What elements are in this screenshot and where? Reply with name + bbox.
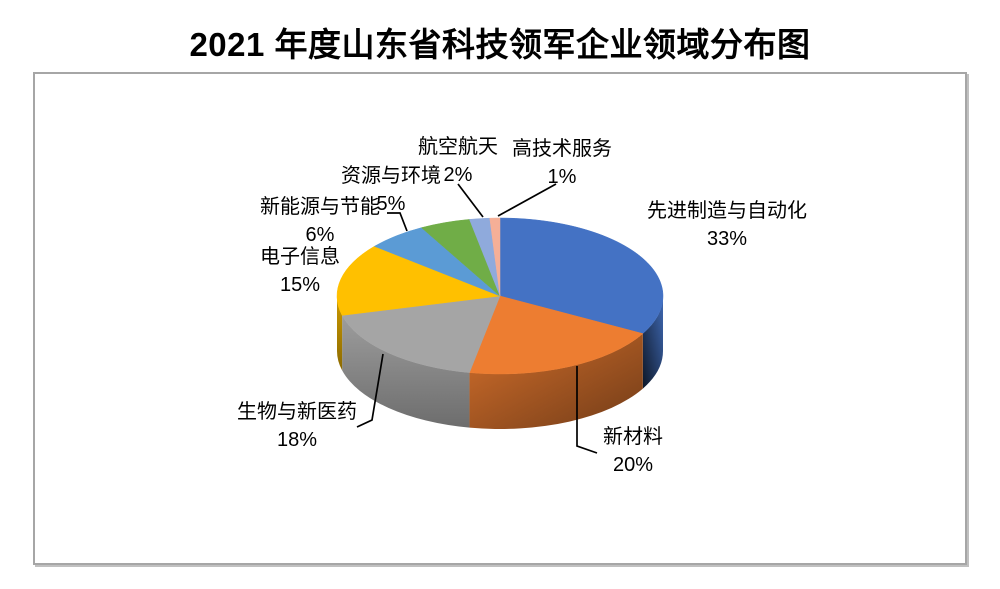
pie-label-resources-environment: 资源与环境 5% xyxy=(341,162,441,218)
pie-slice-side-3 xyxy=(337,296,343,371)
pie-label-new-energy-conservation: 新能源与节能 6% xyxy=(260,193,380,249)
pie-slice-top-0 xyxy=(499,217,664,334)
pie-label-percent: 5% xyxy=(376,193,406,215)
pie-sides xyxy=(337,296,663,430)
pie-label-electronic-information: 电子信息 15% xyxy=(260,243,340,299)
leader-line-2 xyxy=(387,212,408,232)
pie-label-high-tech-services: 高技术服务 1% xyxy=(512,135,612,191)
pie-label-percent: 20% xyxy=(612,454,654,476)
pie-slice-side-2 xyxy=(342,315,470,428)
pie-slice-top-7 xyxy=(489,217,501,297)
pie-label-percent: 33% xyxy=(706,228,748,250)
pie-label-text: 电子信息 xyxy=(260,246,340,268)
pie-slice-top-2 xyxy=(341,295,501,373)
pie-label-text: 先进制造与自动化 xyxy=(647,200,807,222)
pie-label-aerospace: 航空航天 2% xyxy=(418,133,498,189)
pie-slice-top-1 xyxy=(469,295,644,375)
leader-line-1 xyxy=(497,183,557,217)
pie-label-text: 高技术服务 xyxy=(512,138,612,160)
leader-line-3 xyxy=(576,366,598,454)
pie-label-advanced-manufacturing-automation: 先进制造与自动化 33% xyxy=(647,197,807,253)
pie-label-percent: 2% xyxy=(443,164,473,186)
pie-label-percent: 15% xyxy=(279,274,321,296)
pie-label-biotech-new-medicine: 生物与新医药 18% xyxy=(237,398,357,454)
pie-label-text: 生物与新医药 xyxy=(237,401,357,423)
pie-label-percent: 18% xyxy=(276,429,318,451)
chart-title: 2021 年度山东省科技领军企业领域分布图 xyxy=(189,26,811,63)
pie-label-text: 资源与环境 xyxy=(341,165,441,187)
pie-label-text: 新能源与节能 xyxy=(260,196,380,218)
pie-label-percent: 6% xyxy=(305,224,335,246)
pie-label-percent: 1% xyxy=(547,166,577,188)
pie-slice-side-1 xyxy=(469,333,643,430)
leader-line-4 xyxy=(356,353,384,428)
pie-label-new-materials: 新材料 20% xyxy=(603,423,663,479)
pie-label-text: 新材料 xyxy=(603,426,663,448)
leader-line-0 xyxy=(457,183,484,218)
pie-slice-side-0 xyxy=(642,296,663,389)
pie-leader-lines xyxy=(356,183,598,454)
pie-tops xyxy=(336,217,664,375)
pie-slice-top-3 xyxy=(336,246,501,316)
pie-label-text: 航空航天 xyxy=(418,136,498,158)
